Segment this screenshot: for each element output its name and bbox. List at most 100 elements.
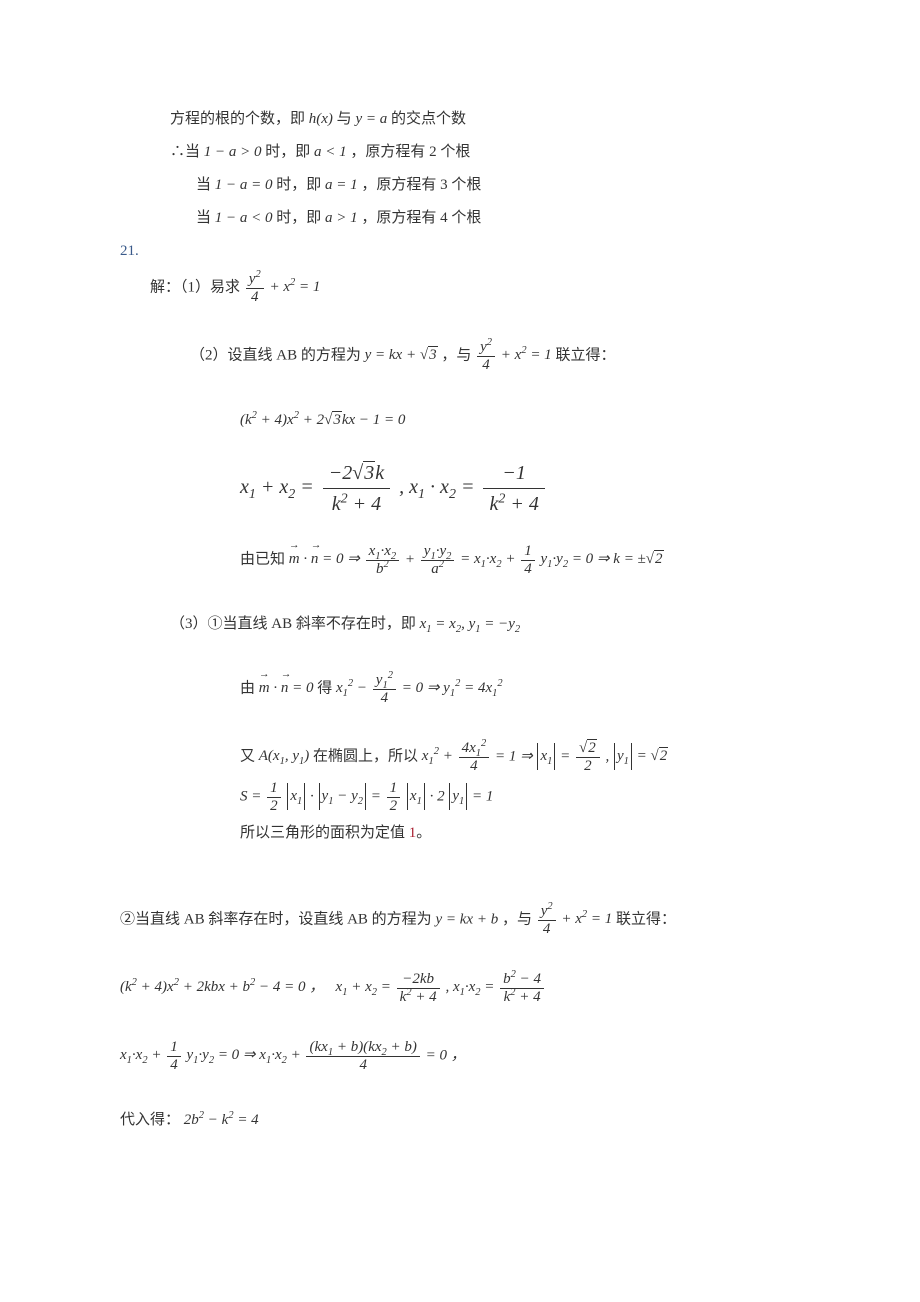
frac: 2 2 xyxy=(576,740,600,774)
text: 时，即 xyxy=(276,177,321,193)
text: 在椭圆上，所以 xyxy=(313,748,422,764)
math-ya: y = a xyxy=(355,111,387,127)
math: x12 + xyxy=(422,748,457,764)
math: a < 1 xyxy=(314,144,347,160)
text: （3）①当直线 AB 斜率不存在时，即 xyxy=(170,616,416,632)
part-2d: 由已知 m · n = 0 ⇒ x1·x2 b2 + y1·y2 a2 = x1… xyxy=(240,543,810,577)
num: 1 xyxy=(387,780,401,798)
math: = x1·x2 + xyxy=(460,551,519,567)
text: 由 xyxy=(240,680,255,696)
math: = 0 ⇒ y12 = 4x12 xyxy=(402,680,503,696)
math: a > 1 xyxy=(325,210,358,226)
part-3: （3）①当直线 AB 斜率不存在时，即 x1 = x2, y1 = −y2 xyxy=(170,611,810,638)
num: y2 xyxy=(246,271,264,289)
abs: x1 xyxy=(407,783,425,810)
text: 代入得： xyxy=(120,1112,180,1128)
math: + x2 = 1 xyxy=(269,279,320,295)
math: , xyxy=(605,748,613,764)
frac: y2 4 xyxy=(538,903,556,937)
text: 时，即 xyxy=(276,210,321,226)
text: （2）设直线 AB 的方程为 xyxy=(190,347,361,363)
math: · 2 xyxy=(430,788,445,804)
math: y1·y2 = 0 ⇒ k = ±2 xyxy=(540,551,663,567)
text: ，原方程有 2 个根 xyxy=(350,144,470,160)
math: x1·x2 + xyxy=(120,1047,165,1063)
text: 时，即 xyxy=(265,144,310,160)
math: 1 − a < 0 xyxy=(215,210,273,226)
text: 解：（1）易求 xyxy=(150,279,240,295)
den: k2 + 4 xyxy=(397,989,440,1006)
math: y = kx + 3 xyxy=(365,347,438,363)
math: · xyxy=(310,788,314,804)
frac: (kx1 + b)(kx2 + b) 4 xyxy=(306,1039,419,1073)
text: 联立得： xyxy=(555,347,615,363)
text: 联立得： xyxy=(616,911,676,927)
abs-y1: y1 xyxy=(614,743,632,770)
part-4b: (k2 + 4)x2 + 2kbx + b2 − 4 = 0 ， x1 + x2… xyxy=(120,971,810,1005)
text: 又 xyxy=(240,748,259,764)
den: 4 xyxy=(246,289,264,306)
math: = 2 xyxy=(637,748,669,764)
part-2c: x1 + x2 = −23k k2 + 4 , x1 · x2 = −1 k2 … xyxy=(240,458,810,519)
text: 。 xyxy=(416,825,431,841)
num: y2 xyxy=(477,339,495,357)
den: a2 xyxy=(421,561,455,578)
den: k2 + 4 xyxy=(500,989,544,1006)
frac: −2kb k2 + 4 xyxy=(397,971,440,1005)
text: ，原方程有 3 个根 xyxy=(361,177,481,193)
part-4: ②当直线 AB 斜率存在时，设直线 AB 的方程为 y = kx + b ，与 … xyxy=(120,903,810,937)
math: x1 + x2 = xyxy=(328,979,395,995)
text: 方程的根的个数，即 xyxy=(170,111,305,127)
num: 1 xyxy=(167,1039,181,1057)
part-2b: (k2 + 4)x2 + 23kx − 1 = 0 xyxy=(240,407,810,434)
num: (kx1 + b)(kx2 + b) xyxy=(306,1039,419,1057)
den: k2 + 4 xyxy=(483,489,544,519)
math: = 1 ⇒ xyxy=(495,748,536,764)
den: 4 xyxy=(521,561,535,578)
math: y = kx + b xyxy=(435,911,502,927)
text: 的交点个数 xyxy=(391,111,466,127)
math: S = xyxy=(240,788,265,804)
bigfrac: −1 k2 + 4 xyxy=(483,458,544,519)
math: = 0 ， xyxy=(426,1047,466,1063)
frac: 1 2 xyxy=(267,780,281,814)
math: x12 − xyxy=(336,680,371,696)
math: (k2 + 4)x2 + 2kbx + b2 − 4 = 0 ， xyxy=(120,979,324,995)
math: , x1·x2 = xyxy=(445,979,498,995)
part-1: 解：（1）易求 y2 4 + x2 = 1 xyxy=(150,271,810,305)
num: −2kb xyxy=(397,971,440,989)
den: 2 xyxy=(387,798,401,815)
math: a = 1 xyxy=(325,177,358,193)
frac: y12 4 xyxy=(373,672,396,706)
text: ②当直线 AB 斜率存在时，设直线 AB 的方程为 xyxy=(120,911,432,927)
text: ，原方程有 4 个根 xyxy=(361,210,481,226)
math: y1·y2 = 0 ⇒ x1·x2 + xyxy=(186,1047,304,1063)
part-2: （2）设直线 AB 的方程为 y = kx + 3 ，与 y2 4 + x2 =… xyxy=(190,339,810,373)
math: 1 − a = 0 xyxy=(215,177,273,193)
abs: x1 xyxy=(287,783,305,810)
math: = xyxy=(560,748,574,764)
math: m · n = 0 ⇒ xyxy=(289,551,364,567)
part-3d: S = 1 2 x1 · y1 − y2 = 1 2 x1 · 2 y1 = 1 xyxy=(240,780,810,814)
den: 4 xyxy=(306,1057,419,1074)
num: −1 xyxy=(483,458,544,489)
text: ，与 xyxy=(502,911,532,927)
num: −23k xyxy=(323,458,390,489)
num: b2 − 4 xyxy=(500,971,544,989)
den: 4 xyxy=(373,690,396,707)
math: 1 − a > 0 xyxy=(204,144,262,160)
den: 2 xyxy=(576,758,600,775)
page: 方程的根的个数，即 h(x) 与 y = a 的交点个数 ∴当 1 − a > … xyxy=(0,0,920,1220)
text: 得 xyxy=(317,680,332,696)
math: + x2 = 1 xyxy=(561,911,612,927)
den: 4 xyxy=(167,1057,181,1074)
math: x1 = x2, y1 = −y2 xyxy=(420,616,521,632)
text: 当 xyxy=(196,177,211,193)
num: 1 xyxy=(267,780,281,798)
part-3e: 所以三角形的面积为定值 1。 xyxy=(240,820,810,847)
frac-y2-4: y2 4 xyxy=(246,271,264,305)
den: 2 xyxy=(267,798,281,815)
math: m · n = 0 xyxy=(259,680,317,696)
math-quad: (k2 + 4)x2 + 23kx − 1 = 0 xyxy=(240,412,405,428)
math: A(x1, y1) xyxy=(259,748,310,764)
